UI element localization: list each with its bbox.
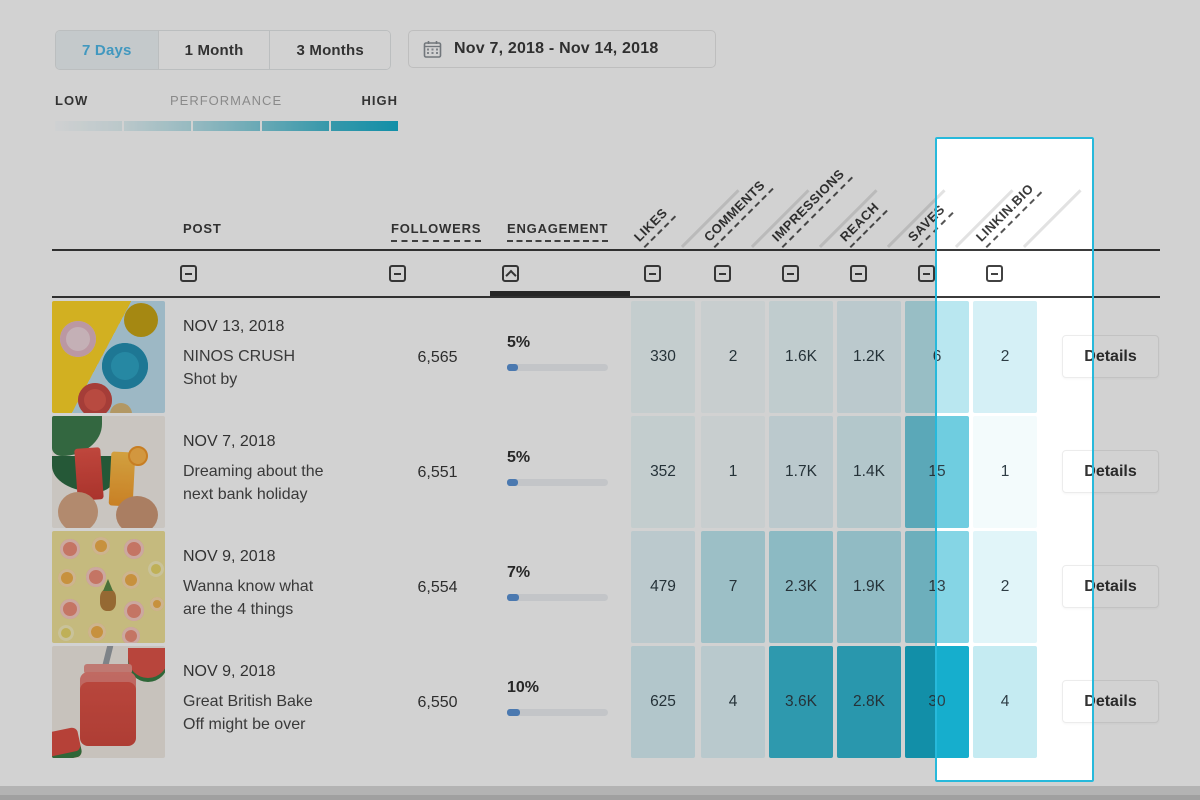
comments-cell: 2 xyxy=(701,301,765,413)
saves-cell: 6 xyxy=(905,301,969,413)
reach-cell: 1.2K xyxy=(837,301,901,413)
engagement-bar-track xyxy=(507,479,608,486)
engagement-bar-track xyxy=(507,709,608,716)
engagement-sort-indicator xyxy=(490,291,630,296)
engagement-value: 5% xyxy=(507,334,531,351)
thumbnail-art xyxy=(52,646,165,758)
saves-cell: 30 xyxy=(905,646,969,758)
post-thumbnail[interactable] xyxy=(52,301,165,413)
likes-cell: 625 xyxy=(631,646,695,758)
tab-1-month[interactable]: 1 Month xyxy=(157,31,270,69)
engagement-bar-fill xyxy=(507,364,518,371)
details-button[interactable]: Details xyxy=(1062,450,1159,493)
linkinbio-cell: 4 xyxy=(973,646,1037,758)
time-range-tabs: 7 Days 1 Month 3 Months xyxy=(55,30,391,70)
impressions-cell: 1.7K xyxy=(769,416,833,528)
comments-cell: 7 xyxy=(701,531,765,643)
column-collapse-icon[interactable] xyxy=(714,265,731,282)
impressions-cell: 2.3K xyxy=(769,531,833,643)
legend-low-label: LOW xyxy=(55,93,89,108)
saves-cell: 15 xyxy=(905,416,969,528)
followers-value: 6,565 xyxy=(417,349,458,366)
thumbnail-art xyxy=(52,301,165,413)
tab-7-days[interactable]: 7 Days xyxy=(56,31,158,69)
engagement-bar-fill xyxy=(507,594,519,601)
post-date: NOV 13, 2018 xyxy=(183,318,285,335)
date-range-picker[interactable]: Nov 7, 2018 - Nov 14, 2018 xyxy=(408,30,716,68)
calendar-icon xyxy=(423,40,442,58)
table-top-rule xyxy=(52,249,1160,251)
column-header-followers[interactable]: FOLLOWERS xyxy=(391,221,482,242)
engagement-bar-fill xyxy=(507,709,520,716)
post-title: Dreaming about the next bank holiday xyxy=(183,463,324,503)
column-header-post: POST xyxy=(183,221,222,236)
reach-cell: 1.4K xyxy=(837,416,901,528)
column-collapse-icon[interactable] xyxy=(986,265,1003,282)
date-range-label: Nov 7, 2018 - Nov 14, 2018 xyxy=(454,40,659,57)
column-header-likes[interactable]: LIKES xyxy=(630,202,676,248)
column-collapse-icon[interactable] xyxy=(850,265,867,282)
engagement-bar-track xyxy=(507,594,608,601)
performance-legend: LOW PERFORMANCE HIGH xyxy=(55,93,398,108)
linkinbio-cell: 2 xyxy=(973,531,1037,643)
followers-value: 6,554 xyxy=(417,579,458,596)
column-collapse-icon[interactable] xyxy=(918,265,935,282)
followers-value: 6,551 xyxy=(417,464,458,481)
details-button[interactable]: Details xyxy=(1062,565,1159,608)
legend-title-label: PERFORMANCE xyxy=(170,93,283,108)
comments-cell: 1 xyxy=(701,416,765,528)
post-thumbnail[interactable] xyxy=(52,646,165,758)
reach-cell: 1.9K xyxy=(837,531,901,643)
page-bottom-edge xyxy=(0,786,1200,800)
engagement-bar-fill xyxy=(507,479,518,486)
post-thumbnail[interactable] xyxy=(52,531,165,643)
engagement-value: 10% xyxy=(507,679,540,696)
post-date: NOV 9, 2018 xyxy=(183,663,276,680)
details-button[interactable]: Details xyxy=(1062,680,1159,723)
tab-3-months[interactable]: 3 Months xyxy=(269,31,390,69)
post-title: NINOS CRUSH Shot by xyxy=(183,348,296,388)
impressions-cell: 3.6K xyxy=(769,646,833,758)
engagement-bar-track xyxy=(507,364,608,371)
column-expand-icon[interactable] xyxy=(502,265,519,282)
thumbnail-art xyxy=(52,416,165,528)
table-header-rule xyxy=(52,296,1160,298)
comments-cell: 4 xyxy=(701,646,765,758)
legend-high-label: HIGH xyxy=(361,93,398,108)
column-header-engagement[interactable]: ENGAGEMENT xyxy=(507,221,609,242)
details-button[interactable]: Details xyxy=(1062,335,1159,378)
column-collapse-icon[interactable] xyxy=(644,265,661,282)
engagement-value: 5% xyxy=(507,449,531,466)
engagement-value: 7% xyxy=(507,564,531,581)
saves-cell: 13 xyxy=(905,531,969,643)
post-date: NOV 7, 2018 xyxy=(183,433,276,450)
likes-cell: 352 xyxy=(631,416,695,528)
column-collapse-icon[interactable] xyxy=(782,265,799,282)
column-collapse-icon[interactable] xyxy=(389,265,406,282)
likes-cell: 330 xyxy=(631,301,695,413)
post-date: NOV 9, 2018 xyxy=(183,548,276,565)
reach-cell: 2.8K xyxy=(837,646,901,758)
impressions-cell: 1.6K xyxy=(769,301,833,413)
post-title: Wanna know what are the 4 things xyxy=(183,578,314,618)
linkinbio-cell: 2 xyxy=(973,301,1037,413)
performance-gradient-bar xyxy=(55,121,398,131)
linkinbio-cell: 1 xyxy=(973,416,1037,528)
thumbnail-art xyxy=(52,531,165,643)
followers-value: 6,550 xyxy=(417,694,458,711)
column-collapse-icon[interactable] xyxy=(180,265,197,282)
likes-cell: 479 xyxy=(631,531,695,643)
post-thumbnail[interactable] xyxy=(52,416,165,528)
post-title: Great British Bake Off might be over xyxy=(183,693,313,733)
